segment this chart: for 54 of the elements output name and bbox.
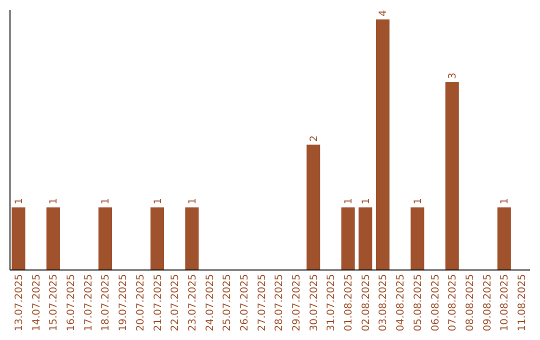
- x-tick-label: 20.07.2025: [135, 274, 146, 332]
- x-tick-label: 08.08.2025: [464, 274, 476, 332]
- bar: [497, 207, 511, 270]
- data-label: 1: [412, 198, 424, 204]
- x-tick-label: 15.07.2025: [48, 274, 60, 332]
- data-label: 4: [378, 10, 390, 16]
- bar: [306, 144, 320, 270]
- data-label: 1: [152, 198, 164, 204]
- bar: [376, 19, 390, 270]
- x-tick-label: 14.07.2025: [31, 274, 42, 332]
- data-label: 1: [344, 198, 355, 204]
- x-tick-label: 17.07.2025: [83, 274, 94, 332]
- x-tick-label: 31.07.2025: [326, 274, 338, 332]
- bar: [98, 207, 112, 270]
- x-tick-label: 24.07.2025: [204, 274, 216, 332]
- data-label: 1: [48, 198, 60, 204]
- x-tick-label: 16.07.2025: [66, 274, 78, 332]
- bar: [12, 207, 26, 270]
- x-tick-label: 04.08.2025: [396, 274, 407, 332]
- bar: [341, 207, 355, 270]
- x-tick-label: 28.07.2025: [274, 274, 286, 332]
- bar: [46, 207, 60, 270]
- x-tick-label: 21.07.2025: [152, 274, 164, 332]
- data-label: 3: [448, 72, 459, 80]
- data-label: 1: [500, 198, 511, 204]
- x-tick-label: 19.07.2025: [118, 274, 130, 332]
- x-tick-label: 05.08.2025: [412, 274, 424, 332]
- x-tick-label: 02.08.2025: [360, 274, 372, 332]
- x-tick-label: 07.08.2025: [448, 274, 459, 332]
- x-tick-label: 22.07.2025: [170, 274, 182, 332]
- x-tick-label: 11.08.2025: [517, 274, 528, 332]
- x-tick-label: 03.08.2025: [378, 274, 390, 332]
- bar: [445, 82, 459, 270]
- x-tick-label: 18.07.2025: [100, 274, 112, 332]
- bar: [358, 207, 372, 270]
- data-label: 1: [14, 198, 25, 204]
- x-tick-label: 06.08.2025: [430, 274, 442, 332]
- x-tick-label: 10.08.2025: [500, 274, 511, 332]
- bar: [150, 207, 164, 270]
- bar: [410, 207, 424, 270]
- x-tick-label: 29.07.2025: [292, 274, 303, 332]
- data-label: 1: [187, 198, 198, 204]
- data-label: 1: [100, 198, 112, 204]
- x-tick-label: 13.07.2025: [14, 274, 25, 332]
- data-label: 2: [308, 135, 320, 142]
- x-tick-label: 23.07.2025: [187, 274, 198, 332]
- x-tick-label: 09.08.2025: [482, 274, 494, 332]
- x-tick-label: 01.08.2025: [344, 274, 355, 332]
- data-label: 1: [360, 198, 372, 204]
- x-tick-label: 26.07.2025: [239, 274, 250, 332]
- x-tick-label: 25.07.2025: [222, 274, 234, 332]
- x-tick-label: 30.07.2025: [308, 274, 320, 332]
- x-tick-label: 27.07.2025: [256, 274, 268, 332]
- bar: [185, 207, 199, 270]
